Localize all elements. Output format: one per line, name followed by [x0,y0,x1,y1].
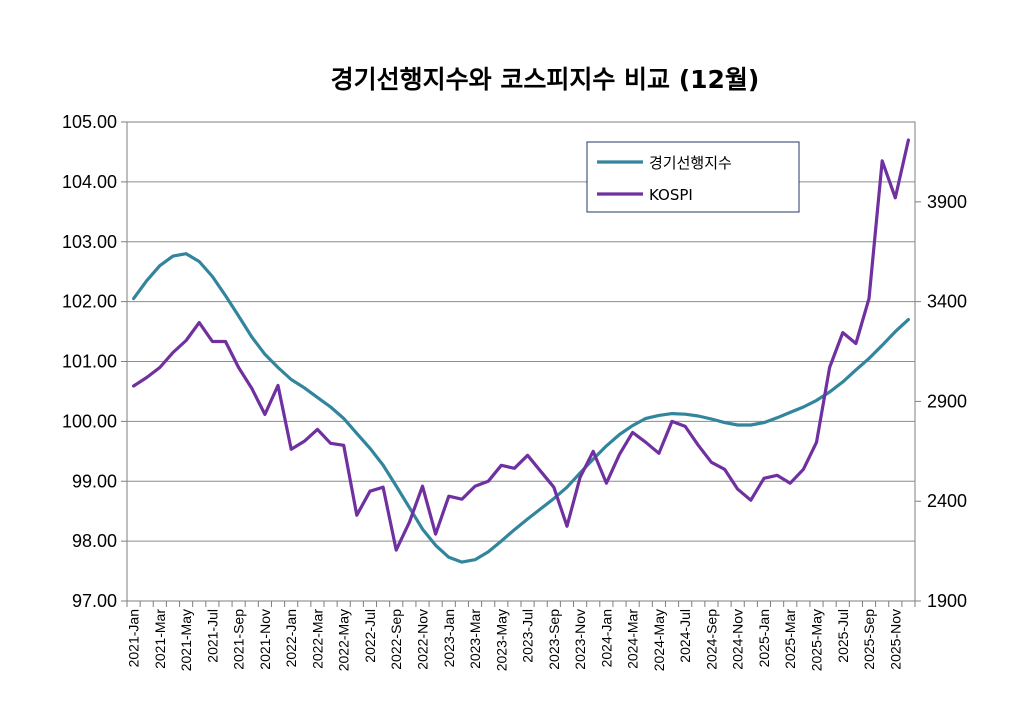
x-tick-label: 2021-Nov [257,609,273,670]
legend-box [586,141,800,213]
x-tick-label: 2021-Jan [126,609,142,667]
x-tick-label: 2022-May [336,609,352,671]
x-tick-label: 2024-May [651,609,667,671]
x-tick-label: 2024-Jan [598,609,614,667]
right-tick-label: 3400 [927,292,967,312]
left-tick-label: 104.00 [62,172,117,192]
right-y-axis: 1900 2400 2900 3400 3900 [915,192,967,611]
x-tick-label: 2021-Mar [152,609,168,669]
left-tick-label: 105.00 [62,112,117,132]
right-tick-label: 3900 [927,192,967,212]
legend: 경기선행지수 KOSPI [586,141,800,213]
x-tick-label: 2025-Nov [887,609,903,670]
x-tick-label: 2023-Nov [572,609,588,670]
x-tick-label: 2021-May [178,609,194,671]
right-tick-label: 1900 [927,591,967,611]
x-tick-label: 2024-Jul [677,609,693,663]
x-tick-label: 2021-Sep [231,609,247,670]
x-tick-label: 2025-Mar [782,609,798,669]
x-tick-label: 2022-Jul [362,609,378,663]
legend-label: 경기선행지수 [649,154,732,172]
left-tick-label: 99.00 [72,471,117,491]
x-axis: 2021-Jan 2021-Mar 2021-May 2021-Jul 2021-Sep… [126,601,916,671]
x-tick-label: 2023-Jul [520,609,536,663]
left-tick-label: 102.00 [62,292,117,312]
x-tick-label: 2021-Jul [204,609,220,663]
left-y-axis: 97.00 98.00 99.00 100.00 101.00 102.00 103.00 1… [62,112,127,611]
left-tick-label: 103.00 [62,232,117,252]
x-tick-label: 2024-Nov [730,609,746,670]
x-tick-label: 2025-Sep [861,609,877,670]
x-tick-label: 2024-Sep [703,609,719,670]
x-tick-label: 2024-Mar [625,609,641,669]
x-tick-label: 2023-Jan [441,609,457,667]
x-tick-label: 2025-May [809,609,825,671]
x-tick-label: 2025-Jan [756,609,772,667]
x-tick-label: 2022-Mar [309,609,325,669]
right-tick-label: 2900 [927,391,967,411]
left-tick-label: 97.00 [72,591,117,611]
x-tick-label: 2023-Mar [467,609,483,669]
right-tick-label: 2400 [927,491,967,511]
legend-label: KOSPI [649,186,693,204]
x-tick-label: 2023-Sep [546,609,562,670]
kospi-line [132,138,911,552]
x-tick-label: 2023-May [493,609,509,671]
x-tick-label: 2022-Sep [388,609,404,670]
left-tick-label: 98.00 [72,531,117,551]
x-tick-label: 2022-Jan [283,609,299,667]
series-lines [132,138,911,564]
x-tick-label: 2025-Jul [835,609,851,663]
left-tick-label: 101.00 [62,352,117,372]
chart-title: 경기선행지수와 코스피지수 비교 (12월) [331,65,760,94]
leading-index-line [132,252,911,564]
x-tick-label: 2022-Nov [415,609,431,670]
left-tick-label: 100.00 [62,411,117,431]
